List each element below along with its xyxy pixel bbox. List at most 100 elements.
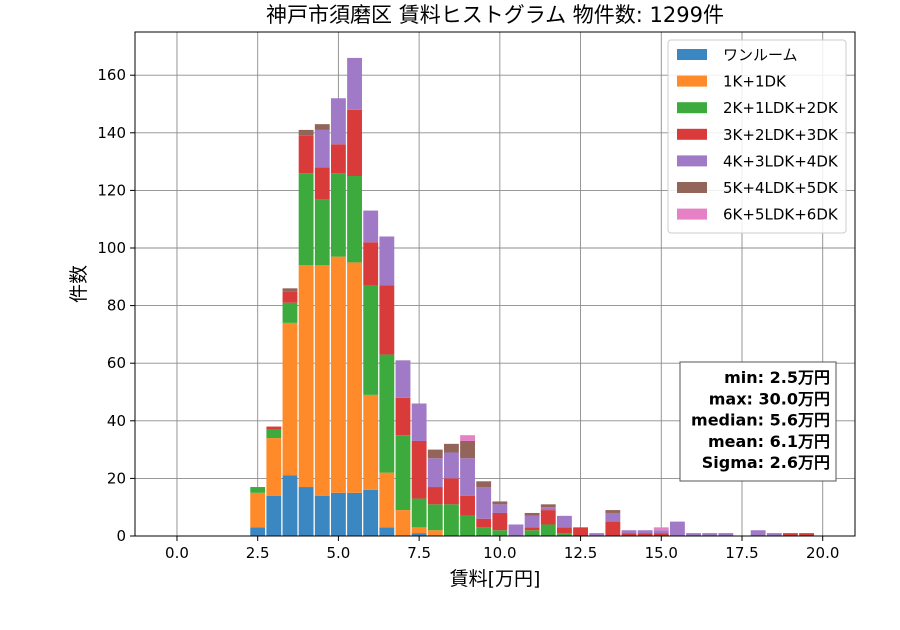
bar-segment-4: [298, 135, 314, 174]
bar-segment-2: [282, 322, 298, 476]
bar-segment-3: [282, 302, 298, 323]
y-tick-label: 20: [107, 469, 126, 487]
bar-segment-1: [250, 527, 266, 536]
bar-segment-5: [476, 487, 492, 519]
bar-segment-5: [556, 515, 572, 528]
legend-swatch: [677, 102, 707, 114]
bar-segment-4: [347, 109, 362, 176]
bar-segment-5: [411, 403, 427, 441]
bar-segment-5: [605, 512, 621, 522]
bar-segment-5: [540, 507, 556, 511]
bar-segment-4: [637, 533, 653, 536]
bar-segment-3: [379, 354, 395, 473]
x-axis-ticks: 0.0 2.5 5.0 7.5 10.0 12.5 15.0 17.5 20.0: [165, 536, 839, 562]
y-axis-title: 件数: [68, 265, 90, 303]
bar-segment-6: [282, 288, 298, 292]
bar-segment-2: [395, 510, 411, 536]
bar-segment-3: [540, 524, 556, 536]
x-tick-label: 2.5: [246, 544, 270, 562]
bar-segment-5: [766, 533, 782, 536]
bar-segment-2: [250, 492, 266, 528]
bar-segment-6: [492, 501, 508, 505]
bar-segment-4: [395, 397, 411, 436]
legend-label: 4K+3LDK+4DK: [723, 152, 839, 170]
bar-segment-4: [330, 144, 346, 174]
bar-segment-3: [395, 435, 411, 511]
y-tick-label: 120: [97, 181, 126, 199]
x-tick-label: 7.5: [407, 544, 431, 562]
bar-segment-3: [250, 487, 266, 493]
bar-segment-4: [573, 527, 588, 536]
bar-segment-5: [347, 57, 362, 110]
bar-segment-4: [379, 285, 395, 355]
bar-segment-5: [508, 524, 524, 536]
bar-segment-3: [266, 429, 282, 439]
y-tick-label: 40: [107, 412, 126, 430]
bar-segment-4: [556, 527, 572, 534]
bar-segment-5: [395, 360, 411, 398]
legend-label: 1K+1DK: [723, 73, 787, 91]
bar-segment-5: [621, 530, 637, 534]
legend-swatch: [677, 128, 707, 140]
bar-segment-4: [783, 533, 798, 536]
stats-line: min: 2.5万円: [724, 368, 830, 387]
bar-segment-5: [750, 530, 766, 536]
x-tick-label: 12.5: [564, 544, 597, 562]
x-tick-label: 20.0: [806, 544, 839, 562]
bar-segment-5: [427, 458, 443, 488]
histogram-bars: [250, 57, 814, 536]
stats-line: Sigma: 2.6万円: [702, 453, 830, 472]
legend-swatch: [677, 208, 707, 220]
bar-segment-5: [492, 504, 508, 513]
legend: ワンルーム 1K+1DK 2K+1LDK+2DK 3K+2LDK+3DK 4K+3LDK…: [667, 39, 847, 234]
bar-segment-2: [363, 394, 379, 490]
bar-segment-5: [653, 530, 669, 534]
bar-segment-3: [556, 533, 572, 536]
bar-segment-3: [298, 173, 314, 266]
stats-line: max: 30.0万円: [709, 389, 830, 408]
legend-label: 6K+5LDK+6DK: [723, 206, 839, 224]
bar-segment-2: [314, 265, 330, 496]
bar-segment-6: [605, 510, 621, 513]
bar-segment-6: [524, 512, 540, 516]
bar-segment-5: [686, 533, 701, 536]
x-tick-label: 10.0: [483, 544, 516, 562]
bar-segment-4: [282, 291, 298, 303]
y-tick-label: 100: [97, 239, 126, 257]
x-tick-label: 15.0: [645, 544, 678, 562]
x-axis-title: 賃料[万円]: [450, 568, 541, 590]
bar-segment-1: [347, 492, 362, 536]
bar-segment-1: [266, 495, 282, 536]
bar-segment-4: [314, 167, 330, 200]
chart-title: 神戸市須磨区 賃料ヒストグラム 物件数: 1299件: [266, 3, 724, 27]
bar-segment-6: [443, 443, 459, 453]
bar-segment-4: [427, 487, 443, 505]
y-tick-label: 160: [97, 66, 126, 84]
legend-swatch: [677, 155, 707, 167]
bar-segment-4: [363, 242, 379, 286]
bar-segment-4: [524, 527, 540, 531]
bar-segment-5: [669, 521, 685, 536]
bar-segment-4: [621, 533, 637, 536]
bar-segment-2: [347, 262, 362, 493]
y-tick-label: 60: [107, 354, 126, 372]
bar-segment-1: [363, 489, 379, 536]
bar-segment-5: [314, 129, 330, 168]
bar-segment-6: [540, 504, 556, 508]
bar-segment-3: [314, 199, 330, 266]
legend-label: 5K+4LDK+5DK: [723, 179, 839, 197]
bar-segment-1: [411, 533, 427, 536]
legend-box: [667, 39, 847, 234]
x-tick-label: 17.5: [725, 544, 758, 562]
stats-box-frame: [679, 361, 837, 482]
bar-segment-3: [443, 504, 459, 536]
bar-segment-1: [314, 495, 330, 536]
bar-segment-3: [330, 173, 346, 257]
bar-segment-4: [653, 533, 669, 536]
legend-swatch: [677, 49, 707, 60]
bar-segment-3: [492, 530, 508, 536]
bar-segment-5: [379, 236, 395, 286]
bar-segment-4: [492, 512, 508, 531]
bar-segment-5: [702, 533, 718, 536]
bar-segment-5: [363, 210, 379, 243]
